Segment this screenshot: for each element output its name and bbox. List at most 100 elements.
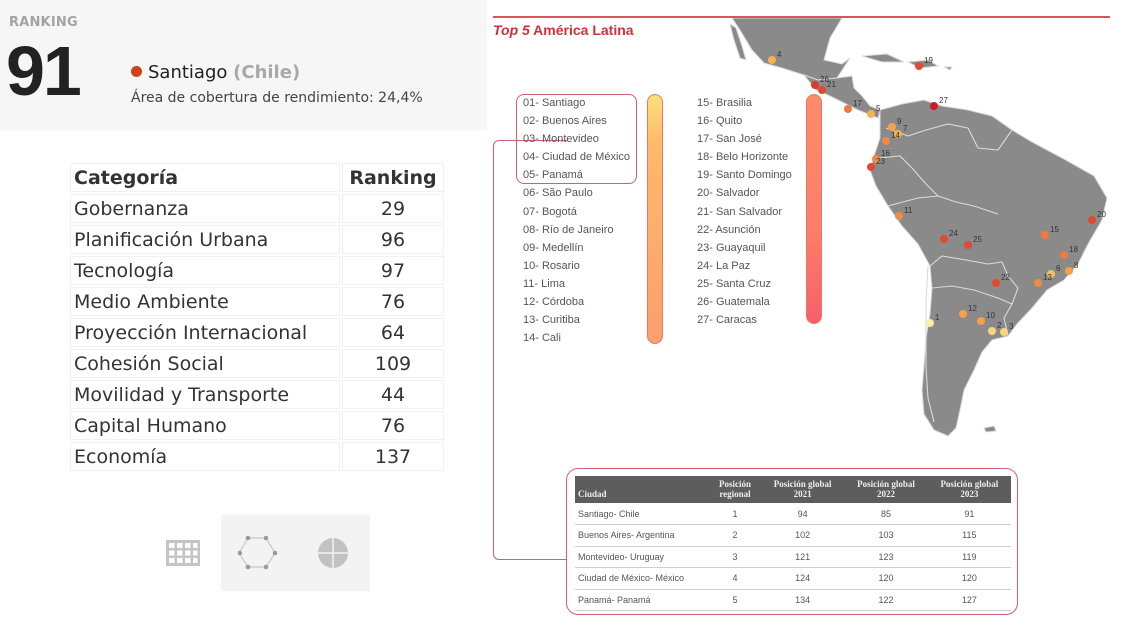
- pie-view-button[interactable]: [295, 515, 370, 591]
- city-list-item: 14- Cali: [523, 332, 561, 345]
- city-marker: [768, 56, 776, 64]
- category-ranking-table: Categoría Ranking Gobernanza 29 Planifica…: [68, 161, 446, 473]
- city-marker-label: 20: [1097, 210, 1106, 219]
- city-list-item: 10- Rosario: [523, 259, 580, 272]
- city-list-item: 17- San José: [697, 133, 762, 146]
- infographic-title: Top 5 América Latina: [493, 22, 634, 38]
- top5-highlight-box: [516, 94, 637, 184]
- cell: 115: [927, 524, 1011, 547]
- table-row: Tecnología 97: [70, 256, 444, 285]
- city-marker-label: 5: [876, 104, 881, 113]
- position-table-box: Ciudad Posición regional Posición global…: [566, 468, 1018, 615]
- cell: 102: [761, 524, 845, 547]
- table-row: Capital Humano 76: [70, 411, 444, 440]
- cell: 94: [761, 503, 845, 525]
- city-list-item: 01- Santiago: [523, 97, 586, 109]
- city-marker: [1041, 231, 1049, 239]
- cell: Montevideo- Uruguay: [575, 546, 709, 568]
- infographic-image: Top 5 América Latina: [487, 0, 1130, 636]
- cell: Buenos Aires- Argentina: [575, 524, 709, 547]
- city-list-item: 02- Buenos Aires: [523, 115, 607, 128]
- connector-line: [493, 140, 567, 560]
- city-marker: [867, 163, 875, 171]
- cell: 122: [844, 589, 928, 611]
- ranking-position: 91: [6, 32, 82, 110]
- city-list-right: 15- Brasilia 16- Quito 17- San José 18- Bel…: [697, 94, 792, 329]
- category-rank: 76: [342, 287, 444, 316]
- city-marker: [844, 105, 852, 113]
- cell: Panamá- Panamá: [575, 589, 709, 611]
- gradient-bar-left: [647, 94, 663, 344]
- city-list-item: 09- Medellín: [523, 241, 584, 254]
- hexagon-network-icon: [238, 536, 278, 570]
- city-list-item: 16- Quito: [697, 115, 743, 128]
- city-marker: [959, 310, 967, 318]
- country-name: (Chile): [233, 62, 301, 83]
- cell: 134: [761, 589, 845, 611]
- city-dot-icon: [131, 66, 142, 77]
- city-list-item: 23- Guayaquil: [697, 241, 766, 254]
- city-list-left: 01- Santiago 02- Buenos Aires 03- Montevid…: [523, 94, 630, 347]
- city-list-item: 27- Caracas: [697, 314, 757, 327]
- city-list-item: 19- Santo Domingo: [697, 169, 792, 182]
- city-list-item: 03- Montevideo: [523, 133, 599, 146]
- city-list-item: 20- Salvador: [697, 187, 760, 200]
- category-rank: 64: [342, 318, 444, 347]
- cell: 123: [844, 546, 928, 568]
- table-row: Movilidad y Transporte 44: [70, 380, 444, 409]
- cell: 4: [709, 567, 761, 590]
- city-list-item: 11- Lima: [523, 277, 565, 290]
- city-marker-label: 16: [881, 149, 890, 158]
- table-row: Planificación Urbana 96: [70, 225, 444, 254]
- category-name: Capital Humano: [70, 411, 340, 440]
- city-marker: [867, 110, 875, 118]
- category-name: Proyección Internacional: [70, 318, 340, 347]
- city-list-item: 07- Bogotá: [523, 205, 577, 218]
- ranking-header: RANKING 91 Santiago (Chile) Área de cobe…: [0, 0, 487, 130]
- city-marker: [1060, 251, 1068, 259]
- city-marker-label: 10: [986, 311, 995, 320]
- cell: 1: [709, 503, 761, 525]
- header-2023: Posición global 2023: [927, 476, 1011, 503]
- city-marker: [1065, 267, 1073, 275]
- title-italic: Top 5: [493, 22, 530, 38]
- cell: 120: [927, 567, 1011, 590]
- city-marker-label: 25: [973, 235, 982, 244]
- network-view-button[interactable]: [221, 515, 296, 591]
- category-name: Movilidad y Transporte: [70, 380, 340, 409]
- table-row: Gobernanza 29: [70, 194, 444, 223]
- category-name: Gobernanza: [70, 194, 340, 223]
- category-rank: 44: [342, 380, 444, 409]
- table-row: Santiago- Chile 1 94 85 91: [575, 503, 1011, 525]
- title-rule: [493, 16, 1110, 18]
- city-list-item: 25- Santa Cruz: [697, 277, 771, 290]
- cell: 2: [709, 524, 761, 547]
- city-marker-label: 2: [997, 321, 1002, 330]
- table-row: Proyección Internacional 64: [70, 318, 444, 347]
- city-marker: [926, 319, 934, 327]
- city-marker: [1088, 216, 1096, 224]
- ranking-column-header: Ranking: [342, 163, 444, 192]
- cell: 103: [844, 524, 928, 547]
- city-marker-label: 4: [777, 50, 782, 59]
- category-column-header: Categoría: [70, 163, 340, 192]
- city-marker-label: 6: [1056, 264, 1061, 273]
- city-marker: [915, 62, 923, 70]
- table-view-button[interactable]: [146, 515, 221, 591]
- city-list-item: 04- Ciudad de México: [523, 151, 631, 164]
- city-marker: [895, 212, 903, 220]
- title-rest: América Latina: [529, 22, 634, 38]
- cell: 119: [927, 546, 1011, 568]
- city-list-item: 15- Brasilia: [697, 97, 753, 109]
- table-header-row: Categoría Ranking: [70, 163, 444, 192]
- city-marker: [940, 235, 948, 243]
- city-list-item: 26- Guatemala: [697, 296, 770, 309]
- city-marker-label: 9: [897, 117, 902, 126]
- city-marker: [930, 102, 938, 110]
- category-name: Economía: [70, 442, 340, 471]
- cell: 5: [709, 589, 761, 611]
- table-row: Cohesión Social 109: [70, 349, 444, 378]
- category-rank: 29: [342, 194, 444, 223]
- city-marker-label: 8: [1074, 261, 1079, 270]
